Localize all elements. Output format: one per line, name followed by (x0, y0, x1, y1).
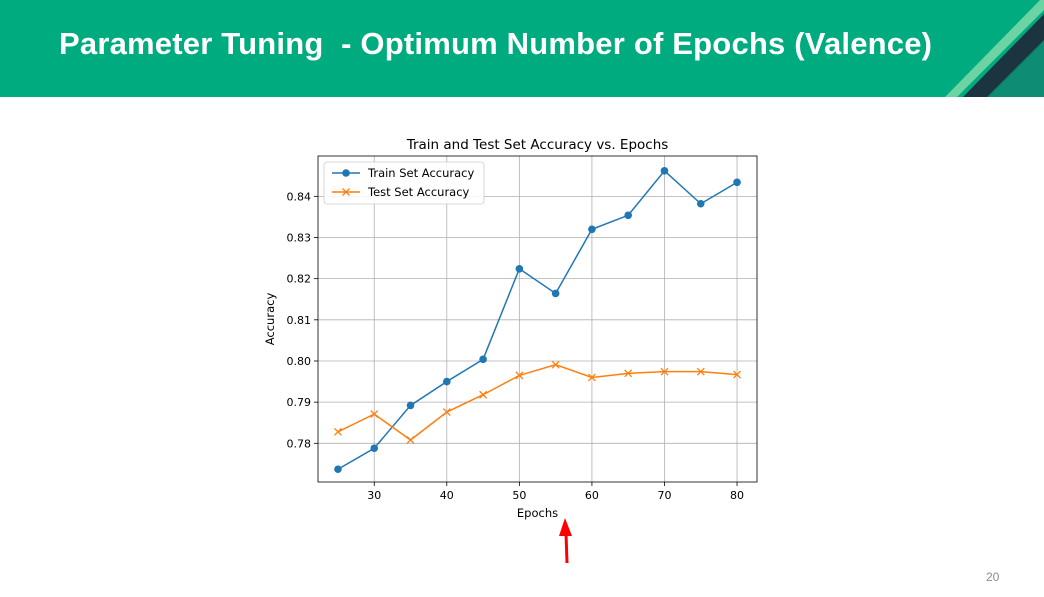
test-data-point (370, 410, 379, 419)
series-line-2 (337, 363, 738, 441)
y-tick-label: 0.82 (287, 273, 312, 286)
train-data-point (660, 167, 669, 175)
slide-header: Parameter Tuning - Optimum Number of Epo… (0, 0, 1044, 97)
legend-label: Test Set Accuracy (367, 185, 470, 199)
y-tick-label: 0.84 (287, 190, 312, 203)
legend-marker-x (342, 188, 350, 196)
accuracy-line-chart: 30 40 50 60 70 80 0.78 0.79 0.80 0.81 0.82 0.83 0.84… (263, 137, 758, 520)
test-data-point (660, 367, 669, 376)
x-tick-label: 80 (730, 489, 744, 502)
x-tick-label: 50 (512, 489, 526, 502)
legend-marker-circle (342, 169, 350, 177)
test-data-point (333, 427, 342, 436)
train-data-point (442, 377, 451, 386)
y-axis-label: Accuracy (263, 293, 277, 346)
chart-container: 30 40 50 60 70 80 0.78 0.79 0.80 0.81 0.82 0.83 0.84… (255, 127, 775, 531)
y-tick-label: 0.80 (287, 355, 312, 368)
train-data-point (588, 225, 596, 234)
train-data-point (515, 264, 524, 273)
x-tick-label: 40 (440, 489, 454, 502)
slide-title: Parameter Tuning - Optimum Number of Epo… (59, 26, 933, 61)
test-data-point (515, 371, 524, 380)
chart-title: Train and Test Set Accuracy vs. Epochs (406, 137, 669, 153)
train-data-point (733, 178, 741, 187)
train-data-point (696, 199, 705, 208)
train-data-point (479, 355, 487, 364)
y-tick-label: 0.78 (287, 437, 312, 450)
test-data-point (624, 369, 633, 378)
test-data-point (479, 390, 488, 399)
y-tick-label: 0.81 (287, 314, 312, 327)
train-data-point (334, 465, 342, 474)
page-number: 20 (986, 570, 1000, 584)
legend-label: Train Set Accuracy (367, 166, 474, 180)
test-data-point (442, 408, 451, 416)
test-data-point (406, 436, 415, 444)
legend-box (323, 161, 485, 205)
x-tick-label: 30 (367, 489, 381, 502)
train-data-point (551, 289, 560, 298)
test-data-point (587, 373, 596, 382)
plot-frame (317, 155, 758, 483)
x-axis-label: Epochs (517, 506, 558, 520)
corner-decoration (945, 0, 1044, 97)
train-data-point (406, 401, 415, 410)
y-tick-label: 0.79 (287, 396, 312, 409)
test-data-point (696, 367, 705, 376)
y-tick-label: 0.83 (287, 232, 312, 245)
test-data-point (733, 370, 742, 379)
train-data-point (624, 211, 633, 220)
train-data-point (370, 444, 379, 453)
x-tick-label: 60 (585, 489, 599, 502)
series-line-1 (337, 169, 738, 470)
x-tick-label: 70 (657, 489, 671, 502)
test-data-point (551, 360, 560, 369)
